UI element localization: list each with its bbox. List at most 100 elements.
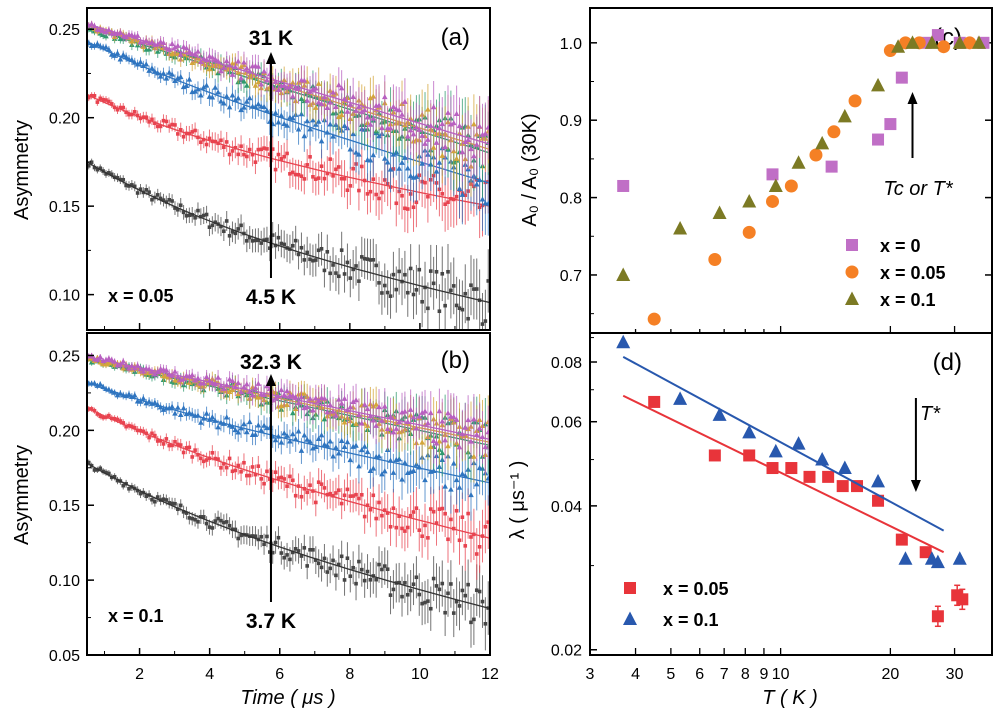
data-point [126, 365, 132, 371]
data-point [273, 243, 278, 248]
data-point [403, 529, 407, 533]
data-point [127, 423, 131, 428]
annotation-composition: x = 0.1 [108, 606, 164, 626]
y-tick-label: 0.06 [551, 415, 582, 432]
data-point [154, 48, 161, 54]
data-point [259, 147, 263, 152]
data-point [311, 548, 315, 552]
data-point [439, 121, 446, 127]
data-point [176, 442, 180, 447]
x-tick-label: 30 [946, 666, 964, 683]
transition-arrowhead [907, 92, 918, 104]
data-point [224, 465, 229, 470]
data-point [199, 214, 203, 219]
x-axis-label: Time ( μs ) [240, 687, 335, 709]
temperature-arrowhead [265, 52, 276, 64]
data-point [440, 506, 445, 511]
data-point [242, 460, 246, 465]
data-point [708, 252, 722, 266]
data-point [304, 97, 310, 103]
data-point [463, 544, 468, 548]
data-point [169, 40, 175, 47]
data-point [321, 416, 328, 422]
data-point [255, 63, 262, 69]
data-point [247, 235, 252, 240]
data-point [400, 193, 404, 198]
data-point [261, 68, 267, 74]
data-point [382, 283, 387, 288]
data-point [115, 478, 120, 483]
data-point [445, 410, 451, 416]
data-point [239, 223, 243, 228]
data-point [290, 431, 296, 437]
data-point [238, 75, 244, 81]
legend-marker [624, 582, 636, 594]
y-tick-label: 0.08 [551, 355, 582, 372]
data-point [390, 469, 397, 475]
data-point [419, 132, 425, 138]
data-point [425, 420, 431, 426]
data-point [474, 552, 479, 556]
data-point [160, 406, 167, 412]
x-tick-label: 10 [772, 666, 790, 683]
data-point [222, 462, 226, 466]
data-point [485, 200, 490, 206]
data-point [268, 152, 272, 157]
data-point [210, 223, 215, 228]
data-point [336, 165, 341, 169]
x-tick-label: 20 [881, 666, 899, 683]
data-point [919, 546, 932, 559]
data-point [319, 565, 324, 570]
data-point [219, 518, 223, 523]
data-point [183, 45, 190, 51]
data-point [388, 294, 393, 298]
data-point [176, 132, 180, 136]
data-point [161, 442, 166, 446]
data-point [426, 306, 430, 311]
data-point [265, 147, 269, 151]
data-point [301, 432, 308, 438]
data-point [219, 138, 223, 143]
data-point [98, 166, 103, 171]
data-point [336, 274, 341, 279]
y-axis-label: λ ( μs⁻¹ ) [507, 461, 529, 540]
data-point [334, 271, 338, 275]
data-point [397, 580, 401, 585]
data-point [273, 470, 278, 475]
data-point [365, 257, 370, 261]
data-point [129, 32, 135, 38]
data-point [201, 213, 206, 218]
data-point [390, 103, 397, 110]
data-point [153, 121, 157, 125]
data-point [937, 40, 951, 54]
data-point [361, 401, 368, 407]
y-tick-label: 0.20 [49, 423, 80, 440]
data-point [368, 258, 373, 262]
data-point [149, 368, 155, 374]
data-point [164, 437, 169, 441]
data-point [313, 104, 319, 110]
data-point [330, 133, 336, 139]
data-point [342, 176, 347, 181]
data-point [189, 59, 196, 66]
data-point [385, 290, 390, 295]
data-point [648, 395, 661, 408]
data-point [284, 387, 290, 394]
data-point [390, 429, 397, 435]
data-point [425, 136, 431, 142]
data-point [423, 523, 427, 528]
legend-marker [623, 611, 637, 625]
data-point [314, 258, 318, 262]
data-point [242, 152, 246, 157]
data-point [226, 376, 233, 382]
data-point [673, 221, 688, 235]
data-point [258, 427, 264, 433]
data-point [354, 264, 358, 268]
y-tick-label: 0.25 [49, 348, 80, 365]
data-point [262, 146, 266, 150]
y-tick-label: 0.8 [560, 191, 582, 208]
data-point [333, 412, 339, 418]
data-point [417, 592, 422, 597]
data-point [87, 164, 91, 168]
data-point [107, 413, 111, 418]
